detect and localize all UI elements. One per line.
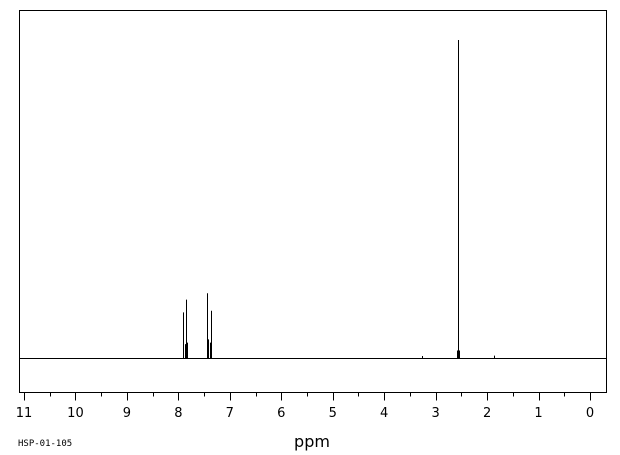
x-tick-label: 6 xyxy=(277,406,285,421)
x-tick-label: 2 xyxy=(483,406,491,421)
x-tick-label: 1 xyxy=(534,406,542,421)
x-tick-label: 0 xyxy=(586,406,594,421)
x-tick-label: 9 xyxy=(123,406,131,421)
x-axis-label: ppm xyxy=(294,432,330,451)
spectrum-peaks xyxy=(183,40,495,359)
spectrum-code-label: HSP-01-105 xyxy=(18,439,72,449)
x-tick-label: 10 xyxy=(67,406,84,421)
x-tick-label: 3 xyxy=(431,406,439,421)
x-tick-label: 5 xyxy=(329,406,337,421)
x-tick-label: 8 xyxy=(174,406,182,421)
x-tick-label: 4 xyxy=(380,406,388,421)
x-tick-label: 7 xyxy=(226,406,234,421)
x-axis-ticks xyxy=(24,392,591,401)
x-axis-tick-labels: 11 10 9 8 7 6 5 4 3 2 1 0 xyxy=(16,406,594,421)
x-tick-label: 11 xyxy=(16,406,33,421)
plot-frame xyxy=(19,10,607,393)
